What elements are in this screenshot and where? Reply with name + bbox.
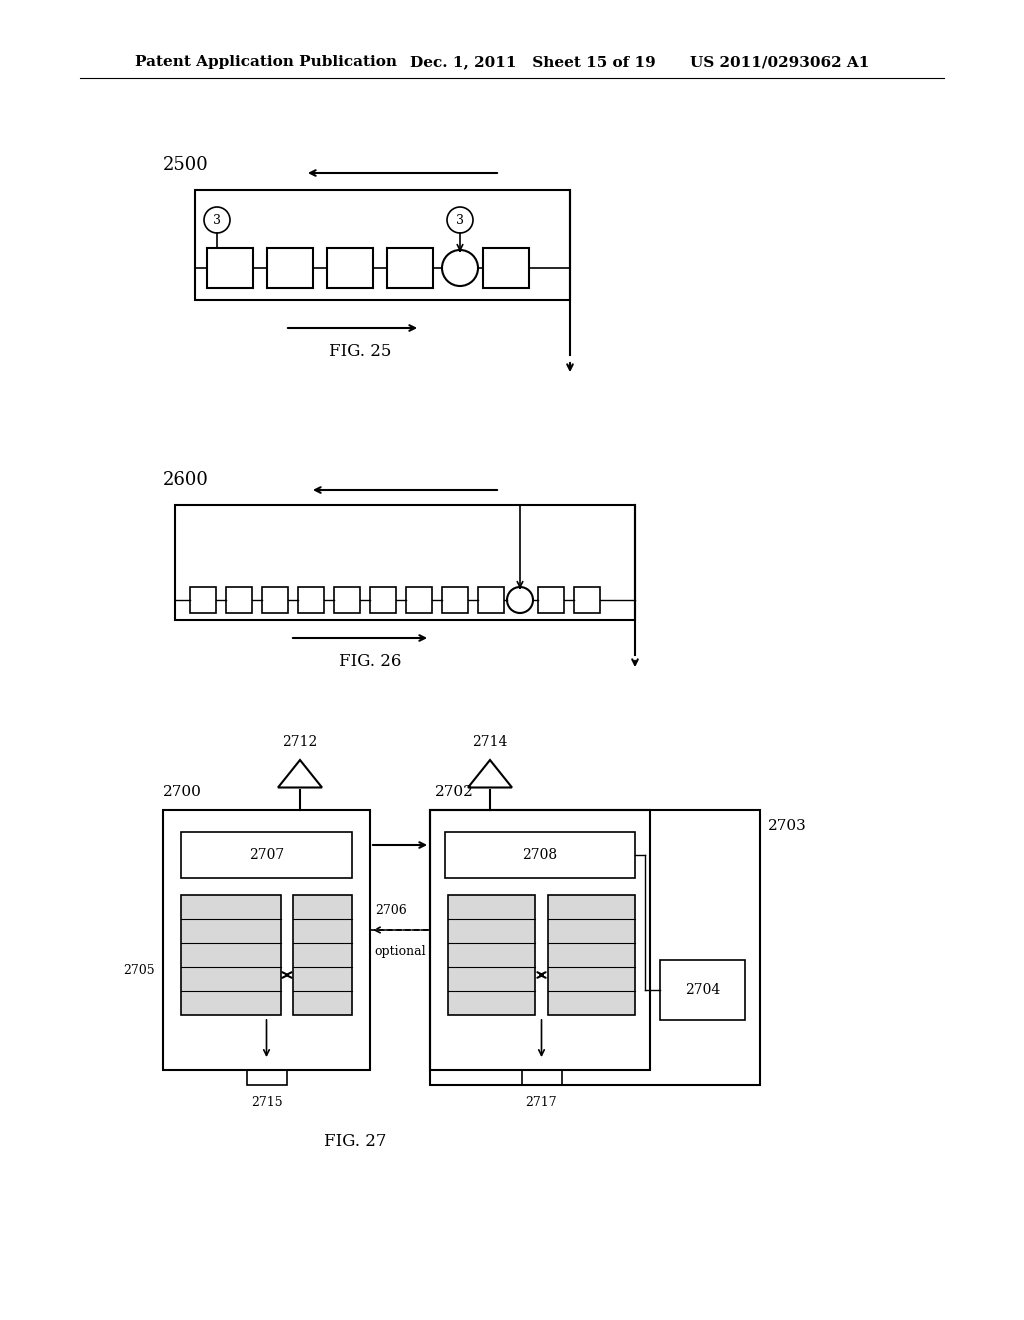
- Bar: [190, 587, 216, 612]
- Bar: [445, 832, 635, 878]
- Bar: [442, 587, 468, 612]
- Text: 2702: 2702: [435, 785, 474, 799]
- Bar: [327, 248, 373, 288]
- Bar: [430, 810, 760, 1085]
- Text: 2714: 2714: [472, 735, 508, 748]
- Text: 2712: 2712: [283, 735, 317, 748]
- Bar: [370, 587, 396, 612]
- Bar: [267, 248, 313, 288]
- Text: 2707: 2707: [249, 847, 284, 862]
- Bar: [548, 895, 635, 1015]
- Text: 2705: 2705: [123, 964, 155, 977]
- Bar: [181, 832, 352, 878]
- Bar: [483, 248, 529, 288]
- Text: optional: optional: [374, 945, 426, 958]
- Bar: [262, 587, 288, 612]
- Bar: [207, 248, 253, 288]
- Text: 2717: 2717: [525, 1097, 557, 1110]
- Bar: [181, 895, 281, 1015]
- Text: FIG. 26: FIG. 26: [339, 653, 401, 671]
- Text: 2500: 2500: [163, 156, 209, 174]
- Bar: [226, 587, 252, 612]
- Bar: [406, 587, 432, 612]
- Text: 2600: 2600: [163, 471, 209, 488]
- Text: 2715: 2715: [251, 1097, 283, 1110]
- Bar: [478, 587, 504, 612]
- Bar: [660, 960, 745, 1020]
- Text: 2703: 2703: [768, 818, 807, 833]
- Text: 2706: 2706: [375, 903, 407, 916]
- Bar: [247, 1071, 287, 1085]
- Text: Dec. 1, 2011   Sheet 15 of 19: Dec. 1, 2011 Sheet 15 of 19: [410, 55, 655, 69]
- Bar: [298, 587, 324, 612]
- Bar: [334, 587, 360, 612]
- Text: 3: 3: [456, 214, 464, 227]
- Bar: [195, 190, 570, 300]
- Bar: [175, 506, 635, 620]
- Bar: [430, 810, 650, 1071]
- Bar: [293, 895, 352, 1015]
- Bar: [538, 587, 564, 612]
- Bar: [387, 248, 433, 288]
- Text: US 2011/0293062 A1: US 2011/0293062 A1: [690, 55, 869, 69]
- Text: 3: 3: [213, 214, 221, 227]
- Text: 2704: 2704: [685, 983, 720, 997]
- Text: 2700: 2700: [163, 785, 202, 799]
- Text: Patent Application Publication: Patent Application Publication: [135, 55, 397, 69]
- Text: 2708: 2708: [522, 847, 557, 862]
- Bar: [521, 1071, 561, 1085]
- Bar: [163, 810, 370, 1071]
- Text: FIG. 27: FIG. 27: [324, 1134, 386, 1151]
- Bar: [574, 587, 600, 612]
- Bar: [449, 895, 535, 1015]
- Text: FIG. 25: FIG. 25: [329, 343, 391, 360]
